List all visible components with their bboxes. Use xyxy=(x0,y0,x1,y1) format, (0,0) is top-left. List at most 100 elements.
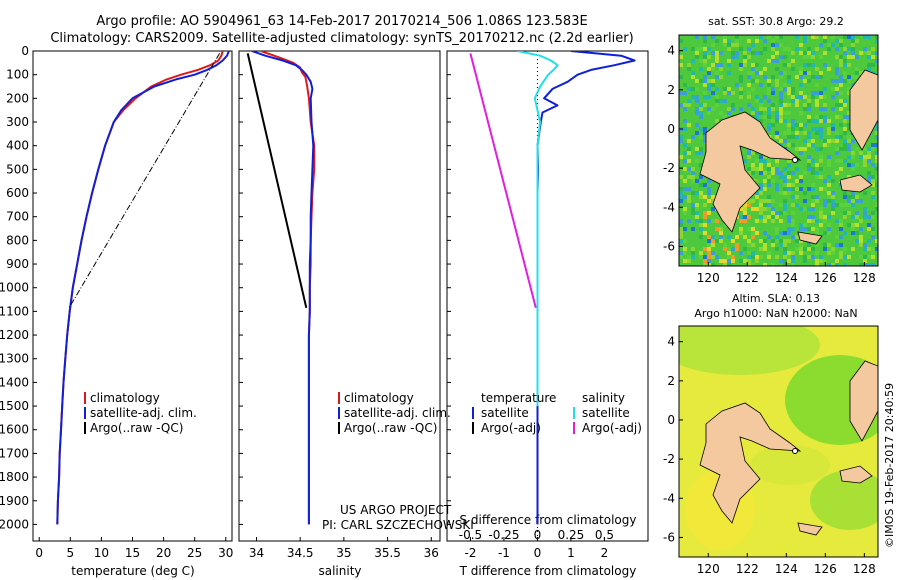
sst-map-cell xyxy=(719,235,723,239)
sst-map-cell xyxy=(691,211,695,215)
sst-map-cell xyxy=(711,43,715,47)
sst-map-cell xyxy=(799,111,803,115)
sst-map-cell xyxy=(679,235,683,239)
sst-map-cell xyxy=(835,263,839,266)
sst-map-cell xyxy=(707,251,711,255)
sst-map-cell xyxy=(787,159,791,163)
sst-map-cell xyxy=(807,219,811,223)
sst-map-cell xyxy=(691,191,695,195)
sla-map-title-2: Argo h1000: NaN h2000: NaN xyxy=(694,307,857,320)
sst-map-cell xyxy=(771,39,775,43)
sst-map-cell xyxy=(779,171,783,175)
sst-map-cell xyxy=(783,179,787,183)
sst-map-cell xyxy=(871,227,875,231)
sst-map-cell xyxy=(791,99,795,103)
pi-credit: PI: CARL SZCZECHOWSKI xyxy=(322,518,474,532)
sst-map-cell xyxy=(707,255,711,259)
sst-map-cell xyxy=(807,155,811,159)
sst-map-cell xyxy=(787,227,791,231)
sst-map-cell xyxy=(763,107,767,111)
sst-map-cell xyxy=(747,203,751,207)
sst-map-cell xyxy=(827,223,831,227)
sst-map-cell xyxy=(871,143,875,147)
sst-map-cell xyxy=(691,135,695,139)
sst-map-cell xyxy=(835,243,839,247)
sst-map-cell xyxy=(783,183,787,187)
sst-map-cell xyxy=(687,87,691,91)
map-lat-tick-label: 4 xyxy=(667,44,675,58)
sst-map-cell xyxy=(835,135,839,139)
sst-map-cell xyxy=(835,203,839,207)
sst-map-cell xyxy=(851,39,855,43)
s-difference-x-axis: -0.5-0.2500.250.5 xyxy=(459,528,614,542)
sst-map-cell xyxy=(847,123,851,127)
sst-map-cell xyxy=(755,39,759,43)
sst-map-cell xyxy=(747,215,751,219)
sst-map-cell xyxy=(695,111,699,115)
sst-map-cell xyxy=(875,203,878,207)
sst-map-cell xyxy=(691,87,695,91)
legend-argo-label: Argo(..raw -QC) xyxy=(344,421,437,435)
sst-map-cell xyxy=(875,183,878,187)
sst-map-cell xyxy=(767,167,771,171)
sst-map-cell xyxy=(799,95,803,99)
sst-map-cell xyxy=(827,263,831,266)
sst-map-cell xyxy=(711,263,715,266)
sst-map-cell xyxy=(843,255,847,259)
sst-map-cell xyxy=(795,75,799,79)
sst-map-cell xyxy=(703,203,707,207)
depth-axis: 0 100 200 300 400 500 600 700 800 900 1000 1100 1200… xyxy=(0,44,451,531)
sst-map-cell xyxy=(847,75,851,79)
sst-map-cell xyxy=(835,39,839,43)
sst-map-cell xyxy=(839,99,843,103)
sst-map-cell xyxy=(779,239,783,243)
sst-map-cell xyxy=(759,187,763,191)
sst-map-cell xyxy=(735,51,739,55)
sst-map-cell xyxy=(851,191,855,195)
map-lon-tick-label: 120 xyxy=(697,562,720,576)
sst-map-cell xyxy=(703,263,707,266)
sst-map-cell xyxy=(719,67,723,71)
temperature-axis-label: temperature (deg C) xyxy=(71,564,194,578)
sst-map-cell xyxy=(727,235,731,239)
sst-map-cell xyxy=(863,163,867,167)
sst-map-cell xyxy=(787,175,791,179)
sst-map-cell xyxy=(759,211,763,215)
sst-map-cell xyxy=(851,35,855,39)
sst-map-cell xyxy=(711,207,715,211)
sst-map-cell xyxy=(795,203,799,207)
legend-argo-label: Argo(..raw -QC) xyxy=(90,421,183,435)
sst-map-cell xyxy=(835,219,839,223)
sst-map-cell xyxy=(839,91,843,95)
sst-map-cell xyxy=(767,99,771,103)
sst-map-cell xyxy=(739,107,743,111)
sst-map-cell xyxy=(687,167,691,171)
sst-map-cell xyxy=(771,179,775,183)
sst-map-cell xyxy=(711,79,715,83)
sst-map-cell xyxy=(771,47,775,51)
sst-map-cell xyxy=(815,171,819,175)
sst-map-cell xyxy=(751,63,755,67)
sst-map-cell xyxy=(751,263,755,266)
sst-map-cell xyxy=(855,215,859,219)
sst-map-cell xyxy=(831,199,835,203)
sst-map-cell xyxy=(807,55,811,59)
sst-map-cell xyxy=(863,47,867,51)
sst-map-cell xyxy=(851,43,855,47)
sst-map-cell xyxy=(731,259,735,263)
sst-map-cell xyxy=(683,251,687,255)
sst-map-cell xyxy=(719,63,723,67)
sst-map-cell xyxy=(835,87,839,91)
sst-map-cell xyxy=(747,91,751,95)
sst-map-cell xyxy=(791,91,795,95)
x-tick-label: 15 xyxy=(125,546,140,560)
sst-map-cell xyxy=(695,179,699,183)
sst-map-cell xyxy=(827,47,831,51)
sst-map-cell xyxy=(679,191,683,195)
sst-map-cell xyxy=(783,251,787,255)
sst-map-cell xyxy=(871,255,875,259)
sst-map-cell xyxy=(819,207,823,211)
sst-map-cell xyxy=(755,167,759,171)
sst-map-cell xyxy=(827,67,831,71)
sst-map-cell xyxy=(815,175,819,179)
